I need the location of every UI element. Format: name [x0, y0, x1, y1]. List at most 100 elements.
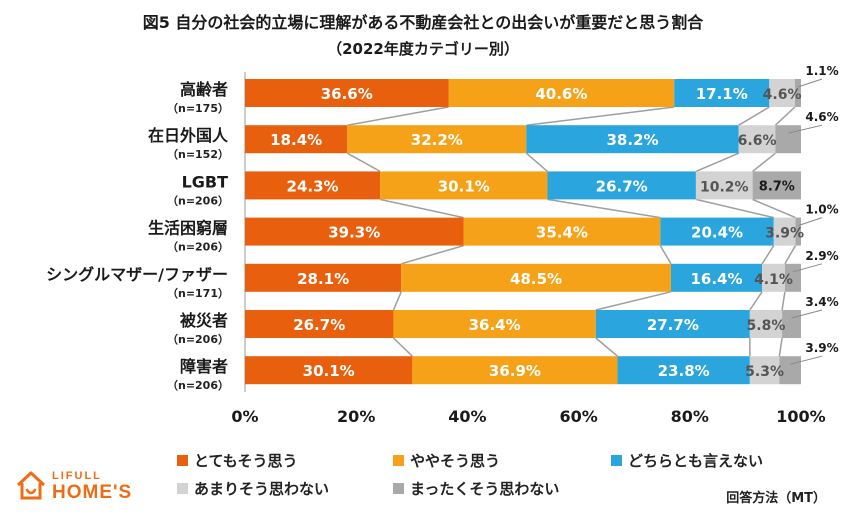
connector-line [784, 245, 797, 265]
category-label: 生活困窮層 [148, 219, 228, 238]
connector-line [695, 198, 774, 219]
connector-line [347, 106, 449, 126]
bar-segment-5 [795, 217, 801, 246]
bar-segment-1 [245, 356, 413, 385]
bar-segment-3 [670, 263, 763, 292]
leader-line [792, 263, 823, 273]
legend-label: とてもそう思う [194, 452, 298, 470]
data-label: 23.8% [658, 362, 710, 380]
data-label: 27.7% [647, 316, 699, 334]
data-label: 24.3% [287, 177, 339, 195]
data-label: 39.3% [328, 224, 380, 242]
legend-label: まったくそう思わない [410, 480, 560, 498]
connector-line [778, 337, 783, 357]
connector-line [659, 245, 672, 265]
bar-segment-2 [347, 125, 527, 154]
data-label: 10.2% [700, 179, 749, 195]
data-label: 16.4% [690, 270, 742, 288]
connector-line [781, 291, 786, 311]
bar-segment-3 [674, 79, 770, 107]
x-tick-label: 60% [559, 407, 597, 426]
data-label: 36.9% [489, 362, 541, 380]
connector-line [749, 291, 763, 311]
data-label: 26.7% [293, 316, 345, 334]
data-label: 20.4% [691, 224, 743, 242]
bar-segment-4 [749, 310, 783, 338]
data-label: 26.7% [596, 177, 648, 195]
data-label: 28.1% [297, 270, 349, 288]
stacked-bar-chart: 高齢者（n=175）36.6% 40.6% 17.1% 4.6%1.1%在日外国人（n… [46, 64, 839, 426]
data-label: 2.9% [805, 249, 838, 263]
legend-item: ややそう思う [393, 450, 500, 471]
connector-line [392, 337, 413, 357]
bar-segment-4 [773, 217, 796, 246]
legend-item: まったくそう思わない [393, 478, 559, 499]
bar-segment-5 [775, 125, 801, 154]
legend-item: あまりそう思わない [177, 478, 329, 499]
category-label: 在日外国人 [148, 126, 229, 145]
connector-line [595, 291, 672, 311]
bar-segment-1 [245, 171, 381, 200]
category-n-label: （n=152） [167, 148, 229, 161]
data-label: 48.5% [510, 270, 562, 288]
connector-line [752, 152, 776, 172]
bar-segment-5 [752, 171, 801, 200]
chart-subtitle: （2022年度カテゴリー別） [327, 40, 519, 58]
connector-line [695, 152, 740, 173]
connector-line [401, 244, 464, 265]
bar-segment-4 [738, 125, 776, 154]
x-tick-label: 20% [337, 407, 375, 426]
category-n-label: （n=175） [167, 102, 229, 115]
bar-segment-3 [595, 310, 750, 338]
x-tick-label: 0% [231, 407, 258, 426]
data-label: 6.6% [738, 133, 777, 149]
legend-swatch [177, 483, 188, 494]
data-label: 4.6% [763, 87, 802, 103]
connector-line [761, 245, 775, 265]
bar-segment-1 [245, 217, 464, 246]
category-n-label: （n=206） [167, 379, 229, 392]
bar-segment-2 [463, 217, 661, 246]
data-label: 8.7% [759, 179, 795, 194]
x-tick-label: 40% [448, 407, 486, 426]
leader-line [797, 78, 823, 88]
category-n-label: （n=171） [167, 287, 229, 300]
category-label: シングルマザー/ファザー [46, 265, 228, 284]
legend-label: どちらとも言えない [628, 452, 764, 470]
bar-segment-4 [769, 79, 795, 107]
connector-line [547, 198, 661, 219]
data-label: 3.9% [805, 341, 838, 355]
data-label: 5.8% [747, 318, 786, 334]
answer-method-note: 回答方法（MT） [726, 491, 826, 506]
legend-swatch [393, 483, 404, 494]
bar-segment-2 [393, 310, 596, 338]
bar-segment-2 [380, 171, 548, 200]
data-label: 36.6% [321, 85, 373, 103]
data-label: 18.4% [270, 131, 322, 149]
bar-segment-2 [448, 79, 675, 107]
data-label: 1.1% [805, 64, 838, 78]
leader-line [790, 355, 823, 365]
bar-segment-1 [245, 310, 394, 338]
data-label: 38.2% [607, 131, 659, 149]
category-n-label: （n=206） [167, 241, 229, 254]
category-label: 高齢者 [180, 80, 228, 99]
category-n-label: （n=206） [167, 194, 229, 207]
bar-segment-1 [245, 125, 348, 154]
x-tick-label: 100% [776, 407, 825, 426]
legend-label: ややそう思う [410, 452, 501, 470]
connector-line [752, 198, 796, 219]
house-icon [16, 471, 46, 500]
data-label: 5.3% [745, 364, 784, 380]
connector-line [525, 152, 548, 172]
bar-segment-4 [695, 171, 753, 200]
data-label: 35.4% [536, 224, 588, 242]
leader-line [798, 217, 823, 227]
data-label: 17.1% [696, 85, 748, 103]
leader-line [791, 309, 823, 319]
connector-line [774, 106, 796, 126]
bar-segment-2 [412, 356, 618, 385]
bar-segment-3 [547, 171, 696, 200]
bar-segment-5 [794, 79, 801, 107]
connector-line [379, 198, 464, 219]
